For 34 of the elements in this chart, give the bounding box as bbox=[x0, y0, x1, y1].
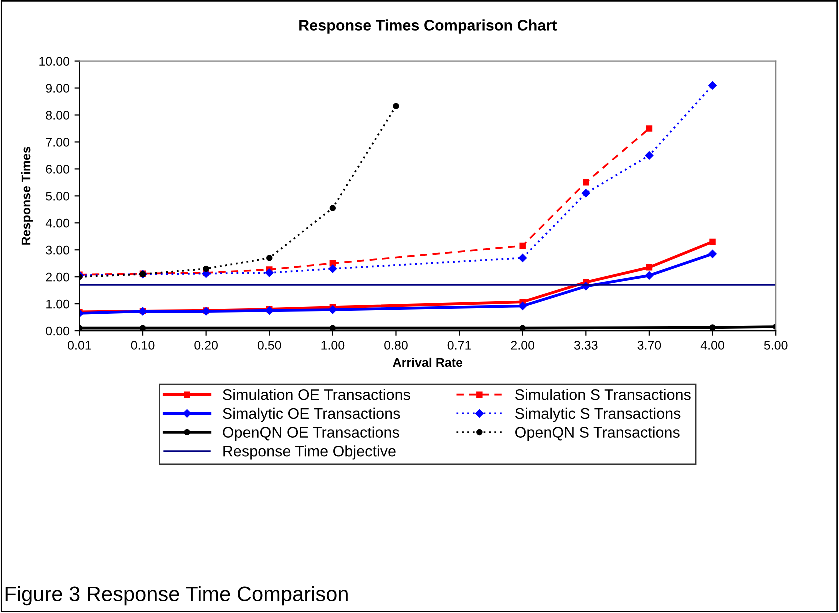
x-tick-label: 0.50 bbox=[258, 341, 282, 350]
caption: Figure 3 Response Time Comparison bbox=[6, 586, 348, 606]
legend-label: Simalytic OE Transactions bbox=[223, 408, 400, 422]
y-tick-label: 9.00 bbox=[46, 84, 70, 93]
y-tick-label: 5.00 bbox=[46, 192, 70, 201]
legend-label: Simulation S Transactions bbox=[516, 389, 691, 400]
x-tick-label: 5.00 bbox=[764, 341, 788, 350]
y-tick-label: 3.00 bbox=[46, 246, 70, 255]
x-tick-label: 1.00 bbox=[322, 341, 345, 350]
y-axis-title: Response Times bbox=[22, 147, 34, 245]
x-tick-label: 3.33 bbox=[574, 341, 598, 350]
y-tick-label: 8.00 bbox=[46, 111, 70, 120]
x-tick-label: 0.20 bbox=[194, 341, 218, 350]
y-tick-label: 0.00 bbox=[46, 326, 70, 336]
legend-label: Simalytic S Transactions bbox=[516, 408, 681, 422]
chart-title: Response Times Comparison Chart bbox=[300, 20, 558, 34]
x-tick-label: 0.01 bbox=[68, 341, 92, 350]
y-tick-label: 10.00 bbox=[40, 57, 70, 66]
x-tick-label: 0.71 bbox=[448, 341, 472, 350]
x-tick-label: 2.00 bbox=[511, 341, 535, 350]
y-tick-label: 6.00 bbox=[46, 164, 70, 174]
y-tick-label: 2.00 bbox=[46, 272, 70, 282]
x-tick-label: 3.70 bbox=[638, 341, 662, 350]
legend-label: OpenQN S Transactions bbox=[516, 426, 680, 441]
x-tick-label: 0.80 bbox=[384, 341, 408, 350]
y-tick-label: 1.00 bbox=[46, 300, 70, 309]
legend-label: Response Time Objective bbox=[224, 446, 396, 460]
legend-label: Simulation OE Transactions bbox=[223, 389, 410, 400]
x-tick-label: 4.00 bbox=[700, 341, 724, 350]
y-tick-label: 4.00 bbox=[46, 218, 70, 228]
x-axis-title: Arrival Rate bbox=[393, 358, 463, 368]
y-tick-label: 7.00 bbox=[46, 138, 70, 147]
x-tick-label: 0.10 bbox=[131, 341, 155, 350]
legend-label: OpenQN OE Transactions bbox=[223, 426, 400, 441]
